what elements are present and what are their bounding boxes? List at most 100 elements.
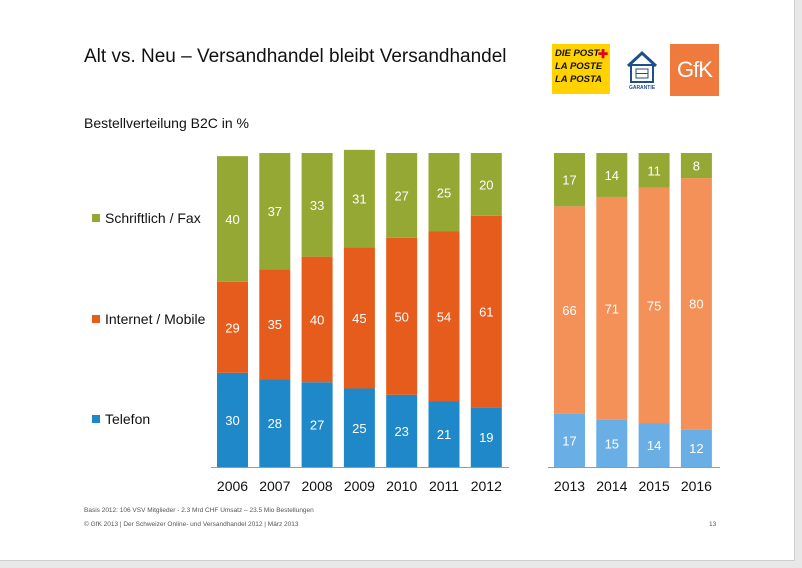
x-tick-label-2010: 2010 [386, 478, 417, 494]
data-label-internet-mobile-2008: 40 [310, 312, 324, 327]
garantie-house-icon [626, 50, 658, 83]
x-tick-label-2008: 2008 [302, 478, 333, 494]
bar-segment-schriftlich-fax-2011 [428, 153, 460, 232]
data-label-internet-mobile-2011: 54 [437, 309, 451, 324]
data-label-telefon-2015: 14 [647, 438, 661, 453]
x-tick-label-2011: 2011 [429, 478, 459, 494]
bar-segment-schriftlich-fax-2016 [680, 153, 712, 179]
data-label-telefon-2006: 30 [225, 413, 239, 428]
legend-label-internet: Internet / Mobile [105, 311, 206, 327]
bar-segment-schriftlich-fax-2013 [554, 153, 585, 207]
legend-item-schriftlich: Schriftlich / Fax [92, 210, 201, 226]
data-label-telefon-2008: 27 [310, 418, 324, 433]
data-label-internet-mobile-2010: 50 [394, 309, 408, 324]
data-label-schriftlich-fax-2009: 31 [352, 192, 366, 207]
chart-subtitle: Bestellverteilung B2C in % [84, 115, 249, 131]
x-tick-label-2013: 2013 [554, 478, 585, 494]
footnote-copyright: © GfK 2013 | Der Schweizer Online- und V… [84, 521, 299, 528]
legend-item-telefon: Telefon [92, 411, 150, 427]
x-tick-label-2012: 2012 [471, 478, 502, 494]
bar-segment-schriftlich-fax-2015 [638, 153, 670, 188]
bar-segment-schriftlich-fax-2006 [217, 156, 248, 282]
data-label-schriftlich-fax-2015: 11 [647, 163, 661, 178]
data-label-internet-mobile-2016: 80 [689, 297, 703, 312]
data-label-telefon-2012: 19 [479, 430, 493, 445]
data-label-internet-mobile-2014: 71 [605, 301, 619, 316]
bar-segment-telefon-2012 [470, 407, 502, 467]
data-label-telefon-2011: 21 [437, 427, 451, 442]
gfk-logo: GfK [670, 44, 719, 96]
data-label-schriftlich-fax-2006: 40 [225, 212, 239, 227]
legend-swatch-internet [92, 315, 100, 324]
bar-segment-telefon-2015 [638, 423, 670, 467]
bar-segment-telefon-2016 [680, 429, 712, 467]
legend-item-internet: Internet / Mobile [92, 311, 205, 327]
slide: Alt vs. Neu – Versandhandel bleibt Versa… [0, 0, 795, 561]
gfk-logo-text: GfK [677, 57, 713, 82]
bar-segment-internet-mobile-2009 [343, 247, 375, 389]
bar-segment-internet-mobile-2010 [386, 237, 418, 395]
bar-segment-telefon-2009 [343, 388, 375, 467]
bar-segment-internet-mobile-2011 [428, 231, 460, 402]
data-label-schriftlich-fax-2011: 25 [437, 185, 451, 200]
bar-segment-internet-mobile-2015 [638, 187, 670, 424]
swiss-cross-icon: ✚ [598, 47, 609, 61]
bar-segment-telefon-2007 [259, 379, 291, 467]
bar-segment-internet-mobile-2014 [596, 196, 628, 420]
data-label-schriftlich-fax-2013: 17 [562, 173, 576, 188]
bar-segment-internet-mobile-2016 [680, 178, 712, 430]
data-label-internet-mobile-2015: 75 [647, 298, 661, 313]
data-label-internet-mobile-2006: 29 [225, 320, 239, 335]
slide-title: Alt vs. Neu – Versandhandel bleibt Versa… [84, 46, 507, 67]
bar-segment-schriftlich-fax-2012 [470, 153, 502, 216]
bar-segment-schriftlich-fax-2007 [259, 153, 291, 270]
bar-segment-schriftlich-fax-2009 [343, 149, 375, 248]
data-label-schriftlich-fax-2007: 37 [268, 204, 282, 219]
x-tick-label-2015: 2015 [639, 478, 670, 494]
data-label-schriftlich-fax-2014: 14 [605, 168, 619, 183]
bar-segment-schriftlich-fax-2014 [596, 153, 628, 197]
bar-segment-telefon-2008 [301, 382, 333, 467]
post-logo-line-2: LA POSTE [555, 61, 603, 72]
data-label-internet-mobile-2012: 61 [479, 305, 493, 320]
garantie-label: GARANTIE [628, 85, 656, 91]
data-label-telefon-2007: 28 [268, 416, 282, 431]
data-label-telefon-2013: 17 [562, 433, 576, 448]
post-logo-line-1: DIE POST [555, 48, 600, 59]
data-label-schriftlich-fax-2016: 8 [693, 159, 700, 174]
x-tick-label-2006: 2006 [217, 478, 248, 494]
legend-label-schriftlich: Schriftlich / Fax [105, 210, 201, 226]
bar-segment-schriftlich-fax-2008 [301, 153, 333, 257]
bar-segment-internet-mobile-2012 [470, 215, 502, 408]
stacked-bar-chart: 30 29 40 2006 28 35 37 2007 27 40 33 2008 25 45 31 2009… [211, 149, 720, 494]
bar-segment-telefon-2013 [554, 413, 585, 467]
data-label-schriftlich-fax-2008: 33 [310, 198, 324, 213]
data-label-schriftlich-fax-2012: 20 [479, 177, 493, 192]
die-post-logo: DIE POST ✚ LA POSTE LA POSTA [552, 44, 610, 94]
data-label-telefon-2009: 25 [352, 421, 366, 436]
post-logo-line-3: LA POSTA [555, 74, 602, 85]
bar-segment-schriftlich-fax-2010 [386, 153, 418, 238]
data-label-telefon-2014: 15 [605, 436, 619, 451]
legend-swatch-telefon [92, 415, 100, 424]
data-label-internet-mobile-2007: 35 [268, 317, 282, 332]
bar-segment-telefon-2014 [596, 419, 628, 467]
x-tick-label-2016: 2016 [681, 478, 712, 494]
bar-segment-internet-mobile-2007 [259, 269, 291, 380]
bar-segment-telefon-2011 [428, 401, 460, 467]
bar-segment-telefon-2006 [217, 372, 248, 467]
legend-label-telefon: Telefon [105, 411, 151, 427]
bar-segment-internet-mobile-2008 [301, 256, 333, 383]
x-tick-label-2007: 2007 [259, 478, 290, 494]
page-number: 13 [709, 521, 717, 528]
data-label-telefon-2016: 12 [689, 441, 703, 456]
data-label-schriftlich-fax-2010: 27 [394, 188, 408, 203]
x-tick-label-2009: 2009 [344, 478, 375, 494]
legend-swatch-schriftlich [92, 214, 100, 223]
data-label-internet-mobile-2013: 66 [562, 303, 576, 318]
bar-segment-internet-mobile-2006 [217, 281, 248, 373]
data-label-telefon-2010: 23 [394, 424, 408, 439]
bar-segment-internet-mobile-2013 [554, 206, 585, 414]
x-tick-label-2014: 2014 [596, 478, 627, 494]
footnote-basis: Basis 2012: 106 VSV Mitglieder - 2.3 Mrd… [84, 507, 314, 514]
